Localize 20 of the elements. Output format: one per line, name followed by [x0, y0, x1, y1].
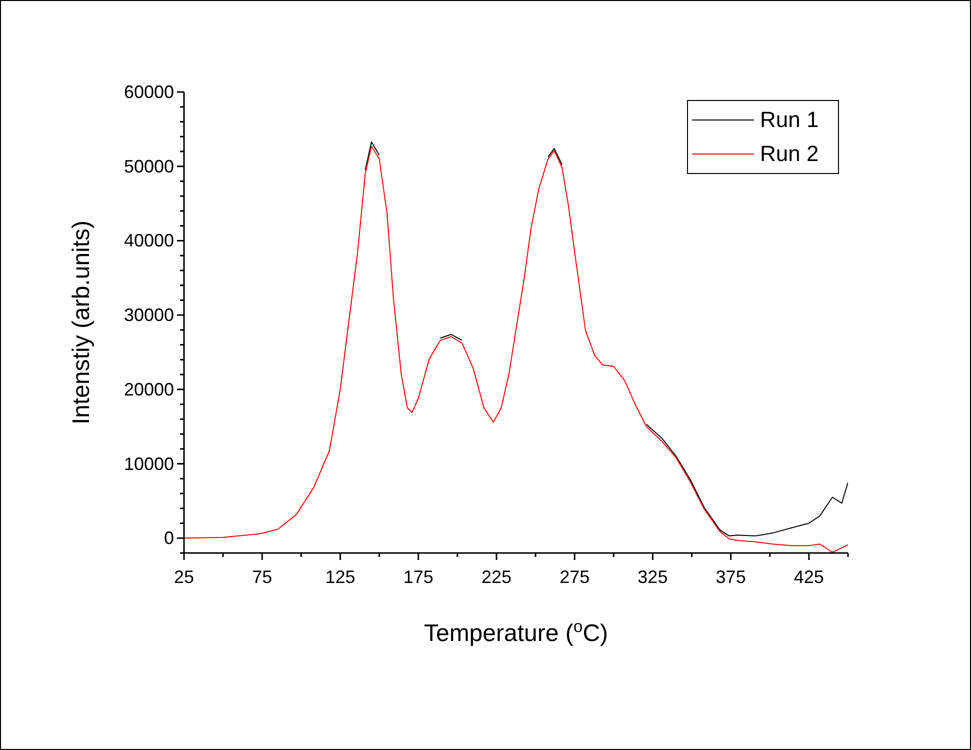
y-tick-label: 60000: [124, 82, 174, 102]
y-axis-title: Intenstiy (arb.units): [68, 220, 95, 425]
y-tick-label: 10000: [124, 454, 174, 474]
x-tick-label: 325: [638, 567, 668, 587]
y-tick-label: 50000: [124, 156, 174, 176]
legend-label: Run 1: [760, 107, 819, 133]
x-tick-label: 125: [325, 567, 356, 587]
x-tick-label: 225: [481, 567, 512, 587]
x-tick-label: 275: [560, 567, 590, 587]
x-tick-label: 425: [794, 567, 824, 587]
x-tick-label: 175: [403, 567, 434, 587]
x-axis-title: Temperature ($^{o}$C): [424, 616, 608, 647]
x-tick-label: 25: [174, 567, 194, 587]
y-tick-label: 0: [164, 528, 174, 548]
y-tick-label: 40000: [124, 230, 174, 251]
x-tick-label: 75: [252, 567, 272, 587]
legend-label: Run 2: [760, 141, 819, 167]
y-tick-label: 20000: [124, 379, 174, 400]
y-tick-label: 30000: [124, 305, 174, 326]
x-tick-label: 375: [716, 567, 746, 587]
